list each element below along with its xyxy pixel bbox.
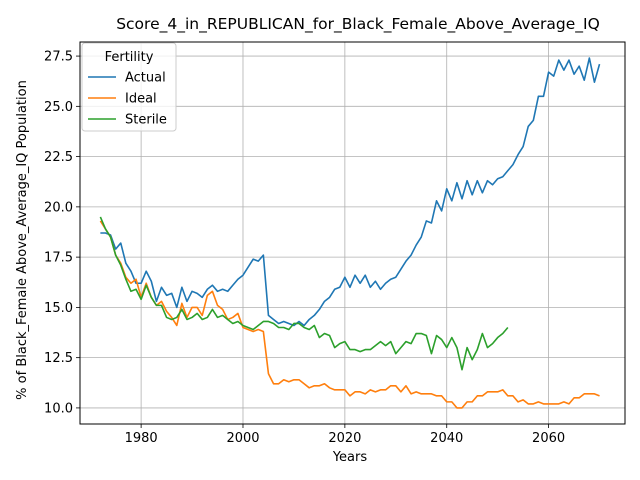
x-tick-label: 2060 [532, 431, 565, 446]
legend-title: Fertility [105, 50, 154, 65]
y-tick-label: 20.0 [44, 200, 73, 215]
series-line-sterile [99, 216, 509, 371]
series-line-actual [100, 57, 601, 327]
legend: Fertility Actual Ideal Sterile [81, 42, 177, 132]
y-tick-label: 12.5 [44, 351, 73, 366]
x-tick-label: 2040 [430, 431, 463, 446]
x-tick-label: 1980 [125, 431, 158, 446]
y-tick-label: 17.5 [44, 251, 73, 266]
legend-items: Actual Ideal Sterile [88, 71, 167, 128]
x-tick-label: 2020 [328, 431, 361, 446]
series-lines [99, 57, 601, 409]
x-axis-label: Years [332, 450, 368, 465]
y-tick-label: 15.0 [44, 301, 73, 316]
legend-label-sterile: Sterile [125, 113, 167, 128]
y-axis-label: % of Black_Female Above_Average_IQ Popul… [15, 80, 30, 400]
legend-box [81, 42, 177, 132]
chart-title: Score_4_in_REPUBLICAN_for_Black_Female_A… [116, 15, 600, 34]
y-tick-label: 25.0 [44, 100, 73, 115]
series-line-ideal [99, 220, 600, 409]
grid-lines [80, 42, 625, 424]
y-tick-label: 27.5 [44, 50, 73, 65]
plot-frame [79, 41, 626, 425]
x-tick-label: 2000 [226, 431, 259, 446]
axis-ticks: 1980 2000 2020 2040 2060 10.0 12.5 15.0 17.5 20.0… [44, 50, 565, 446]
y-tick-label: 22.5 [44, 150, 73, 165]
y-tick-label: 10.0 [44, 401, 73, 416]
legend-label-ideal: Ideal [125, 92, 157, 107]
legend-label-actual: Actual [125, 71, 166, 86]
